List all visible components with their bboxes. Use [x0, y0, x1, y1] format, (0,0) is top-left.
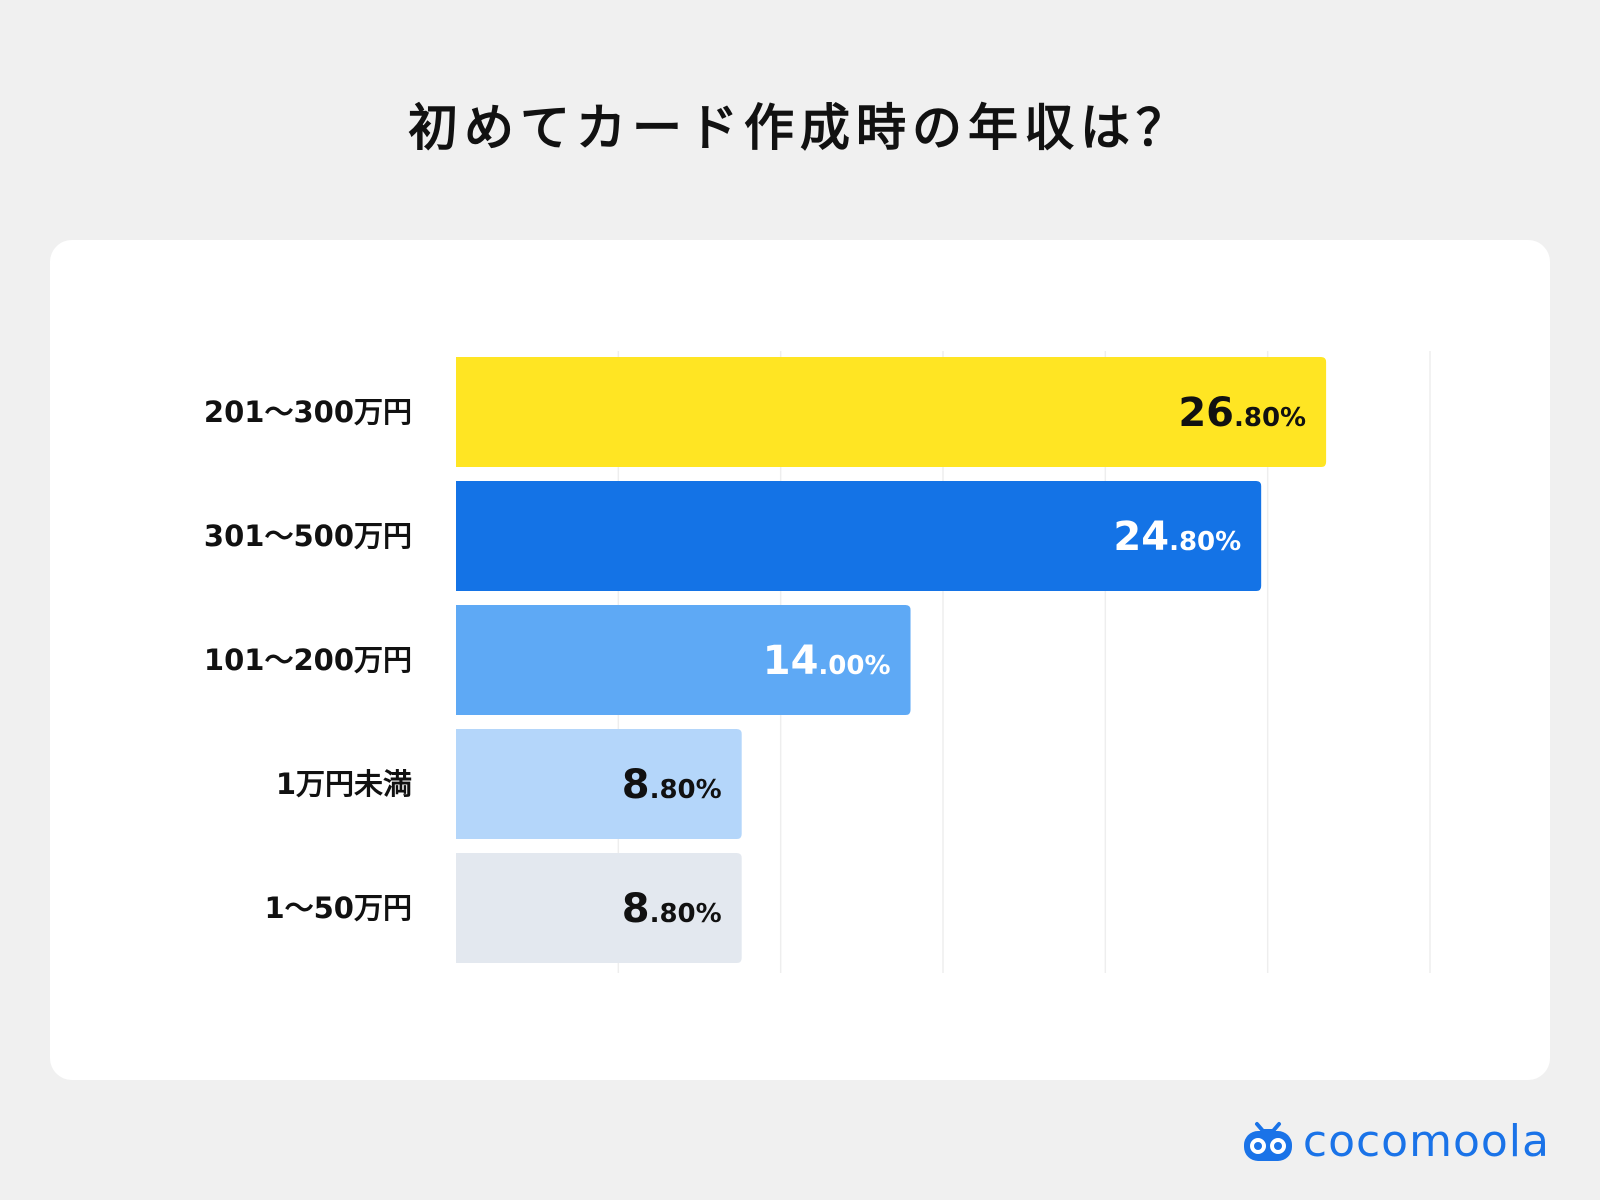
bars: 26.80%24.80%14.00%8.80%8.80%	[456, 357, 1327, 963]
bar	[456, 853, 742, 963]
category-label: 1〜50万円	[264, 891, 412, 925]
chart-card: 26.80% 24.80% 14.00% 8.80% 8.80% 201〜300万円 30…	[50, 240, 1550, 1080]
chart-title: 初めてカード作成時の年収は？	[408, 99, 1192, 157]
data-label: 8.80%	[622, 886, 722, 932]
data-label-integer: 8	[622, 886, 650, 932]
bar-chart: 26.80%24.80%14.00%8.80%8.80% 201〜300万円30…	[204, 351, 1431, 973]
data-label: 24.80%	[1113, 514, 1241, 560]
data-label: 8.80%	[622, 762, 722, 808]
data-label-fraction: .80%	[650, 899, 722, 929]
bar	[456, 729, 742, 839]
data-label-integer: 26	[1178, 390, 1234, 436]
bar	[456, 605, 911, 715]
data-label-fraction: .80%	[1234, 403, 1306, 433]
data-label-integer: 14	[763, 638, 819, 684]
category-label: 101〜200万円	[204, 643, 412, 677]
category-label: 301〜500万円	[204, 519, 412, 553]
data-label-integer: 24	[1113, 514, 1169, 560]
category-label: 201〜300万円	[204, 395, 412, 429]
data-label-fraction: .80%	[1169, 527, 1241, 557]
brand-logo: cocomoola	[1241, 1118, 1550, 1166]
data-label: 26.80%	[1178, 390, 1306, 436]
bar	[456, 357, 1327, 467]
data-label-fraction: .00%	[818, 651, 890, 681]
data-label: 14.00%	[763, 638, 891, 684]
bar	[456, 481, 1262, 591]
controller-icon	[1243, 1122, 1292, 1161]
category-label: 1万円未満	[276, 767, 412, 801]
brand-name: cocomoola	[1302, 1116, 1550, 1167]
data-label-integer: 8	[622, 762, 650, 808]
data-label-fraction: .80%	[650, 775, 722, 805]
category-labels: 201〜300万円 301〜500万円 101〜200万円 1万円未満 1〜50万円	[204, 395, 412, 925]
